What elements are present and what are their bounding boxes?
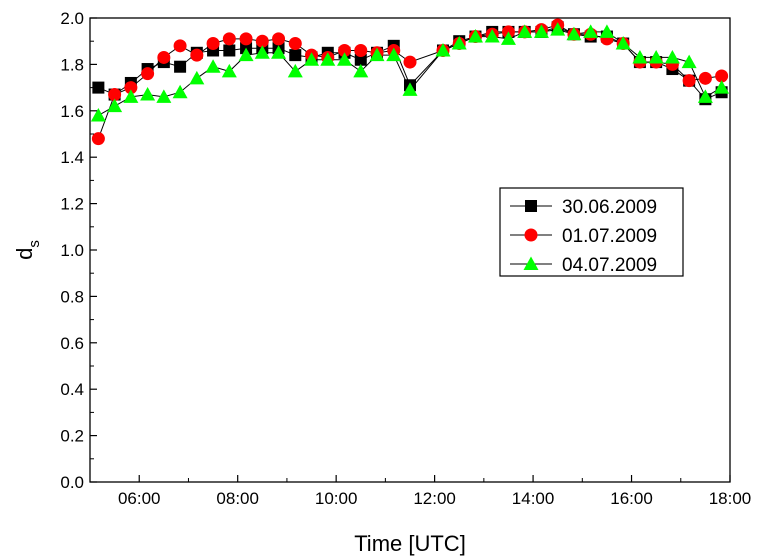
x-tick-label: 14:00 bbox=[512, 489, 555, 508]
data-point-series-2 bbox=[157, 50, 171, 64]
data-point-series-2 bbox=[239, 32, 253, 46]
y-tick-label: 0.0 bbox=[60, 473, 84, 492]
y-tick-label: 0.2 bbox=[60, 427, 84, 446]
data-point-series-3 bbox=[632, 49, 648, 64]
data-point-series-3 bbox=[615, 36, 631, 50]
data-point-series-3 bbox=[123, 89, 139, 103]
x-tick-label: 10:00 bbox=[315, 489, 358, 508]
data-point-series-3 bbox=[90, 107, 106, 122]
data-point-series-3 bbox=[287, 63, 303, 78]
data-point-series-2 bbox=[222, 32, 236, 46]
y-axis-title-subscript: s bbox=[26, 240, 43, 248]
data-point-series-2 bbox=[91, 132, 105, 146]
data-point-series-3 bbox=[369, 47, 385, 62]
data-point-series-3 bbox=[517, 24, 533, 38]
data-point-series-3 bbox=[320, 52, 336, 66]
y-tick-label: 1.4 bbox=[60, 148, 84, 167]
data-point-series-3 bbox=[271, 45, 287, 59]
y-axis-title-main: d bbox=[12, 248, 37, 260]
data-point-series-3 bbox=[353, 63, 369, 78]
data-point-series-2 bbox=[173, 39, 187, 53]
legend-label: 01.07.2009 bbox=[562, 226, 657, 247]
data-point-series-2 bbox=[272, 32, 286, 46]
y-tick-label: 1.8 bbox=[60, 55, 84, 74]
data-point-series-2 bbox=[190, 48, 204, 62]
data-point-series-2 bbox=[255, 34, 269, 48]
data-point-series-3 bbox=[386, 47, 402, 62]
x-tick-label: 16:00 bbox=[610, 489, 653, 508]
data-point-series-3 bbox=[107, 98, 123, 113]
y-tick-label: 2.0 bbox=[60, 9, 84, 28]
series-markers bbox=[90, 18, 730, 146]
data-point-series-2 bbox=[338, 43, 352, 57]
data-point-series-3 bbox=[221, 63, 237, 78]
data-point-series-3 bbox=[467, 29, 483, 43]
data-point-series-3 bbox=[714, 80, 730, 94]
x-axis-title: Time [UTC] bbox=[354, 531, 466, 556]
data-point-series-3 bbox=[484, 29, 500, 43]
legend-marker bbox=[523, 256, 539, 270]
data-point-series-2 bbox=[354, 43, 368, 57]
data-point-series-2 bbox=[288, 37, 302, 51]
legend: 30.06.2009 01.07.2009 04.07.2009 bbox=[499, 187, 684, 277]
data-point-series-2 bbox=[403, 55, 417, 69]
data-point-series-1 bbox=[354, 53, 367, 66]
data-point-series-3 bbox=[500, 31, 516, 45]
data-point-series-2 bbox=[141, 67, 155, 81]
data-point-series-3 bbox=[304, 52, 320, 66]
y-tick-label: 1.0 bbox=[60, 241, 84, 260]
data-point-series-3 bbox=[599, 24, 615, 38]
data-point-series-3 bbox=[697, 89, 713, 103]
data-point-series-2 bbox=[715, 69, 729, 83]
data-point-series-3 bbox=[566, 26, 582, 41]
data-point-series-2 bbox=[124, 81, 138, 95]
data-point-series-3 bbox=[238, 47, 254, 62]
data-point-series-3 bbox=[254, 45, 270, 59]
data-point-series-2 bbox=[206, 37, 220, 51]
y-tick-label: 1.6 bbox=[60, 102, 84, 121]
data-point-series-2 bbox=[108, 88, 122, 102]
y-axis-title: ds bbox=[12, 240, 43, 260]
data-point-series-3 bbox=[337, 52, 353, 66]
x-tick-label: 12:00 bbox=[413, 489, 456, 508]
data-point-series-1 bbox=[223, 44, 236, 57]
data-point-series-3 bbox=[435, 42, 451, 57]
x-tick-label: 08:00 bbox=[216, 489, 259, 508]
y-tick-label: 0.4 bbox=[60, 380, 84, 399]
data-point-series-3 bbox=[533, 24, 549, 38]
data-point-series-3 bbox=[550, 22, 566, 36]
legend-label: 04.07.2009 bbox=[562, 255, 657, 276]
data-point-series-2 bbox=[698, 71, 712, 85]
data-point-series-3 bbox=[583, 24, 599, 38]
data-point-series-3 bbox=[156, 89, 172, 103]
data-point-series-1 bbox=[92, 81, 105, 94]
data-point-series-1 bbox=[174, 60, 187, 73]
y-tick-label: 0.6 bbox=[60, 334, 84, 353]
data-point-series-3 bbox=[140, 87, 156, 101]
y-tick-label: 1.2 bbox=[60, 195, 84, 214]
y-tick-label: 0.8 bbox=[60, 287, 84, 306]
x-tick-label: 18:00 bbox=[709, 489, 752, 508]
legend-marker bbox=[524, 228, 538, 242]
data-point-series-3 bbox=[648, 49, 664, 64]
ticks: 0.0 0.2 0.4 0.6 0.8 1.0 1.2 1.4 1.6 1.8 2.0 06:00 08… bbox=[60, 9, 751, 508]
data-point-series-3 bbox=[451, 36, 467, 50]
data-point-series-3 bbox=[189, 70, 205, 85]
data-point-series-3 bbox=[681, 54, 697, 69]
legend-marker bbox=[525, 200, 537, 212]
x-tick-label: 06:00 bbox=[118, 489, 161, 508]
legend-label: 30.06.2009 bbox=[562, 197, 657, 218]
data-point-series-2 bbox=[682, 74, 696, 88]
data-point-series-3 bbox=[664, 49, 680, 64]
data-point-series-3 bbox=[205, 59, 221, 73]
data-point-series-1 bbox=[289, 49, 302, 62]
data-point-series-3 bbox=[402, 82, 418, 96]
data-point-series-3 bbox=[172, 84, 188, 99]
